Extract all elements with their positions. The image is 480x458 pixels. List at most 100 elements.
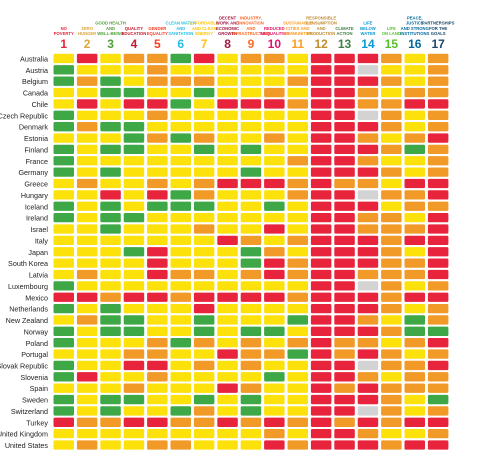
goal-title-line: WATER [361, 31, 376, 36]
heatmap-cell [240, 201, 262, 211]
heatmap-cell [147, 224, 168, 234]
goal-title-line: ENERGY [195, 31, 213, 36]
heatmap-cell [427, 212, 449, 223]
heatmap-cell [381, 292, 402, 302]
heatmap-cell [193, 133, 215, 143]
heatmap-cell [147, 53, 168, 64]
goal-title-line: ON LAND [382, 31, 401, 36]
heatmap-cell [334, 178, 355, 189]
country-label: Germany [18, 168, 48, 177]
heatmap-cell [217, 292, 238, 302]
heatmap-cell [310, 269, 332, 280]
heatmap-cell [287, 440, 308, 450]
heatmap-cell [427, 315, 449, 325]
heatmap-cell [334, 292, 355, 302]
goal-title-line: PEACE, [407, 15, 423, 20]
heatmap-cell [100, 122, 121, 132]
heatmap-cell [381, 235, 402, 246]
heatmap-cell [193, 53, 215, 64]
heatmap-cell [427, 87, 449, 98]
heatmap-cell [100, 65, 121, 75]
heatmap-cell [147, 383, 168, 393]
heatmap-cell [100, 156, 121, 166]
heatmap-cell [427, 281, 449, 291]
heatmap-cell [287, 212, 308, 223]
heatmap-cell [170, 303, 191, 314]
heatmap-cell [53, 383, 74, 393]
heatmap-cell [76, 87, 98, 98]
heatmap-cell [217, 440, 238, 450]
heatmap-cell [334, 349, 355, 359]
heatmap-cell [100, 133, 121, 143]
heatmap-cell [217, 383, 238, 393]
heatmap-cell [381, 326, 402, 336]
heatmap-cell [287, 394, 308, 405]
heatmap-cell [240, 122, 262, 132]
heatmap-cell [147, 440, 168, 450]
heatmap-cell [100, 53, 121, 64]
heatmap-cell [217, 133, 238, 143]
heatmap-cell [404, 212, 425, 223]
heatmap-cell [170, 326, 191, 336]
goal-number: 12 [314, 37, 328, 51]
heatmap-cell [264, 360, 285, 371]
heatmap-cell [240, 281, 262, 291]
heatmap-cell [217, 429, 238, 439]
heatmap-cell [193, 383, 215, 393]
heatmap-cell [381, 303, 402, 314]
heatmap-cell [334, 235, 355, 246]
heatmap-cell [53, 224, 74, 234]
heatmap-cell [100, 440, 121, 450]
heatmap-cell [287, 65, 308, 75]
heatmap-cell [170, 394, 191, 405]
heatmap-cell [334, 87, 355, 98]
heatmap-cell [147, 87, 168, 98]
heatmap-cell [100, 99, 121, 109]
heatmap-cell [100, 292, 121, 302]
heatmap-cell [193, 224, 215, 234]
heatmap-cell [217, 258, 238, 268]
heatmap-cell [76, 315, 98, 325]
country-label: Sweden [22, 396, 48, 405]
heatmap-cell [170, 201, 191, 211]
heatmap-cell [427, 110, 449, 120]
heatmap-cell [100, 190, 121, 200]
heatmap-cell [123, 281, 145, 291]
heatmap-cell [287, 201, 308, 211]
heatmap-cell [264, 201, 285, 211]
heatmap-cell [357, 133, 379, 143]
country-label: Mexico [25, 293, 48, 302]
country-label: Denmark [19, 123, 49, 132]
heatmap-cell [217, 212, 238, 223]
heatmap-cell [76, 269, 98, 280]
heatmap-cell [381, 349, 402, 359]
heatmap-cell [381, 167, 402, 177]
goal-title-line: COMMUNITIES [283, 31, 313, 36]
heatmap-cell [53, 406, 74, 416]
goal-number: 17 [431, 37, 445, 51]
heatmap-cell [147, 338, 168, 348]
heatmap-cell [334, 326, 355, 336]
heatmap-cell [147, 281, 168, 291]
heatmap-cell [123, 87, 145, 98]
heatmap-cell [76, 417, 98, 427]
heatmap-cell [170, 178, 191, 189]
heatmap-cell [334, 247, 355, 257]
heatmap-cell [100, 338, 121, 348]
heatmap-cell [427, 235, 449, 246]
heatmap-cell [217, 53, 238, 64]
heatmap-cell [53, 212, 74, 223]
heatmap-cell [334, 144, 355, 155]
heatmap-cell [170, 99, 191, 109]
heatmap-cell [170, 224, 191, 234]
heatmap-cell [310, 224, 332, 234]
heatmap-cell [123, 269, 145, 280]
heatmap-cell [264, 258, 285, 268]
heatmap-cell [381, 110, 402, 120]
heatmap-cell [147, 110, 168, 120]
heatmap-cell [264, 224, 285, 234]
heatmap-cell [217, 122, 238, 132]
goal-number: 6 [177, 37, 184, 51]
heatmap-cell [240, 360, 262, 371]
